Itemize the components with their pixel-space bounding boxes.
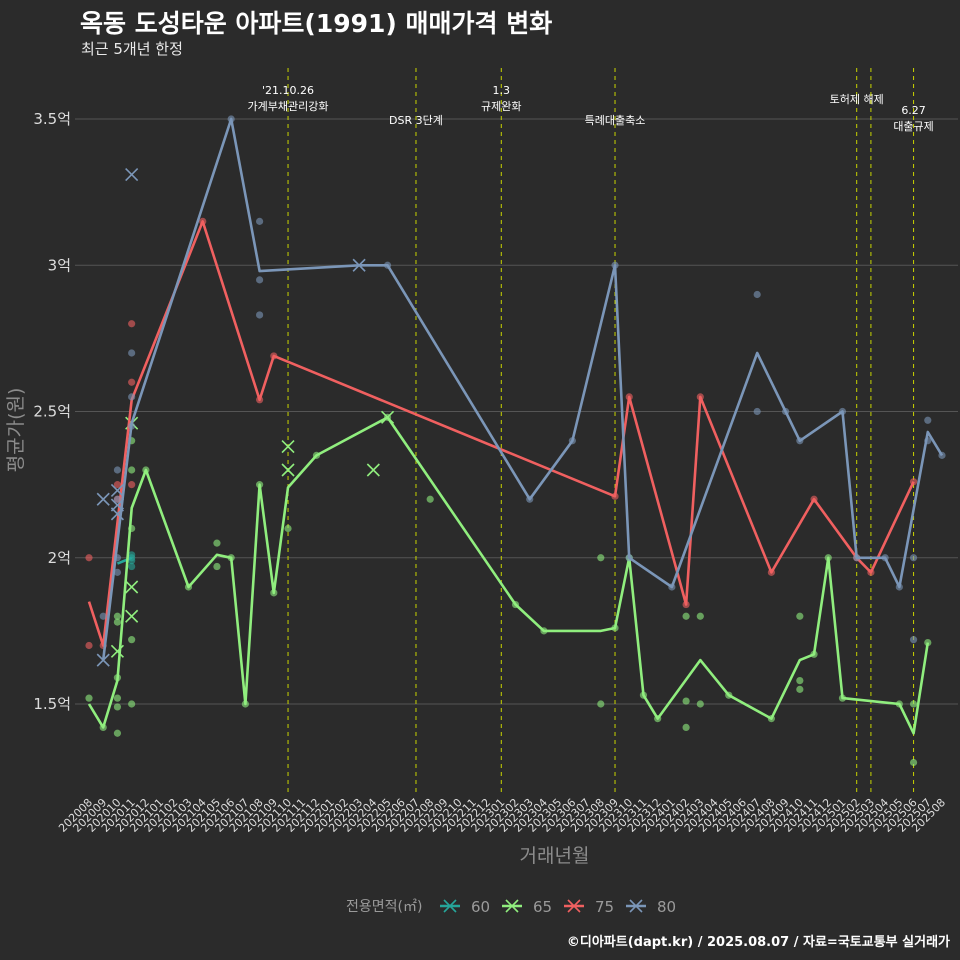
data-point <box>796 612 804 620</box>
data-point <box>796 677 804 685</box>
gridlines <box>75 118 958 705</box>
y-tick-label: 2억 <box>48 549 71 567</box>
data-point <box>128 562 136 571</box>
cross-marker <box>281 463 295 477</box>
policy-annotation: 특례대출축소 <box>585 114 646 127</box>
data-point <box>128 466 136 474</box>
y-tick-label: 3억 <box>48 256 71 274</box>
cross-marker <box>125 580 139 594</box>
cross-marker <box>96 653 110 667</box>
cross-marker <box>110 498 124 512</box>
chart-subtitle: 최근 5개년 한정 <box>81 40 183 58</box>
series-line <box>87 220 915 647</box>
data-point <box>682 723 690 732</box>
y-tick-label: 3.5억 <box>33 110 71 128</box>
legend-title: 전용면적(㎡) <box>346 899 422 915</box>
legend-label: 65 <box>533 898 552 916</box>
source-caption: ©디아파트(dapt.kr) / 2025.08.07 / 자료=국토교통부 실… <box>566 935 950 950</box>
policy-annotation: 토허제 해제 <box>830 92 884 106</box>
policy-annotation: 가계부채관리강화 <box>248 100 329 113</box>
data-point <box>128 378 136 386</box>
legend-label: 60 <box>471 898 490 916</box>
policy-annotation: 1.3 <box>493 84 511 97</box>
data-point <box>113 694 122 702</box>
series-65 <box>85 410 932 767</box>
data-point <box>85 694 93 702</box>
legend: 전용면적(㎡) 60 65 75 80 <box>346 898 676 916</box>
x-axis-title: 거래년월 <box>520 845 590 867</box>
series-line <box>116 556 133 565</box>
data-point <box>682 612 690 620</box>
data-point <box>284 524 292 533</box>
chart-title: 옥동 도성타운 아파트(1991) 매매가격 변화 <box>80 9 553 38</box>
data-point <box>256 311 264 319</box>
data-point <box>213 562 221 571</box>
series-80 <box>96 115 946 667</box>
cross-marker <box>366 463 380 477</box>
legend-label: 75 <box>595 898 614 916</box>
policy-annotation: '21.10.26 <box>262 84 314 97</box>
legend-key-cross <box>567 899 581 913</box>
data-point <box>909 758 918 767</box>
data-point <box>113 612 122 620</box>
cross-marker <box>380 410 395 424</box>
series-line <box>87 416 930 735</box>
cross-marker <box>125 168 139 182</box>
series-60 <box>116 551 136 571</box>
data-point <box>753 407 761 416</box>
policy-annotation: 규제완화 <box>481 100 521 113</box>
cross-marker <box>352 258 366 272</box>
series-line <box>101 117 944 661</box>
legend-key-cross <box>629 899 643 913</box>
legend-key-cross <box>505 899 519 913</box>
data-point <box>426 495 434 503</box>
data-point <box>597 554 605 562</box>
data-point <box>113 568 122 576</box>
data-point <box>85 554 93 562</box>
policy-annotation: 대출규제 <box>893 120 933 133</box>
data-point <box>113 729 122 737</box>
data-point <box>696 700 704 708</box>
policy-annotation: DSR 3단계 <box>389 114 443 127</box>
y-tick-label: 2.5억 <box>33 403 71 421</box>
data-point <box>753 290 761 299</box>
data-point <box>128 700 136 708</box>
data-point <box>213 539 221 547</box>
data-point <box>909 700 918 708</box>
cross-marker <box>125 609 139 623</box>
cross-marker <box>96 492 110 506</box>
data-point <box>597 700 605 708</box>
data-point <box>256 217 264 225</box>
cross-marker <box>110 644 124 658</box>
data-point <box>796 685 804 693</box>
data-point <box>128 481 136 489</box>
data-point <box>128 320 136 328</box>
data-point <box>85 641 93 650</box>
cross-marker <box>110 483 124 498</box>
data-point <box>99 612 107 620</box>
data-point <box>909 636 918 644</box>
data-point <box>696 612 704 620</box>
legend-label: 80 <box>657 898 676 916</box>
legend-key-cross <box>443 899 457 913</box>
data-point <box>113 703 122 711</box>
data-point <box>128 349 136 357</box>
data-point <box>113 495 122 503</box>
data-point <box>924 416 932 424</box>
cross-marker <box>281 440 295 454</box>
data-point <box>128 636 136 644</box>
y-tick-label: 1.5억 <box>33 695 71 713</box>
data-point <box>128 393 136 401</box>
policy-annotation: 6.27 <box>901 104 926 117</box>
data-point <box>256 276 264 284</box>
data-point <box>113 618 122 626</box>
data-point <box>113 481 122 489</box>
data-point <box>113 466 122 474</box>
data-point <box>909 554 918 562</box>
y-axis-title: 평균가(원) <box>5 388 27 473</box>
data-point <box>924 638 932 647</box>
data-point <box>682 697 690 705</box>
